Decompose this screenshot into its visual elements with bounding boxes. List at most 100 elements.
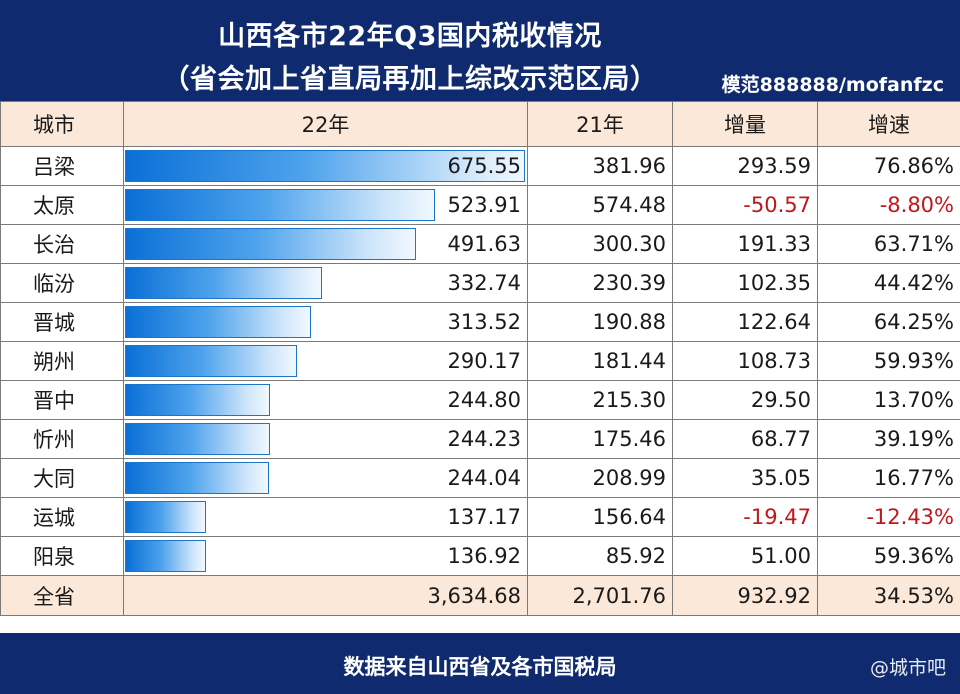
cell-delta: 191.33 bbox=[672, 224, 818, 264]
table-row: 太原 523.91 574.48 -50.57 -8.80% bbox=[0, 185, 960, 225]
table-row: 晋中 244.80 215.30 29.50 13.70% bbox=[0, 380, 960, 420]
column-header-city: 城市 bbox=[0, 101, 124, 147]
cell-21: 175.46 bbox=[527, 419, 673, 459]
cell-delta: 108.73 bbox=[672, 341, 818, 381]
cell-delta: 102.35 bbox=[672, 263, 818, 303]
table-row: 晋城 313.52 190.88 122.64 64.25% bbox=[0, 302, 960, 342]
cell-city: 晋城 bbox=[0, 302, 124, 342]
data-bar bbox=[125, 384, 270, 416]
table-row: 忻州 244.23 175.46 68.77 39.19% bbox=[0, 419, 960, 459]
data-bar bbox=[125, 345, 297, 377]
cell-22-bar: 313.52 bbox=[123, 302, 528, 342]
cell-22-bar: 244.23 bbox=[123, 419, 528, 459]
cell-22-value: 523.91 bbox=[447, 193, 521, 217]
cell-22-bar: 332.74 bbox=[123, 263, 528, 303]
table-row: 运城 137.17 156.64 -19.47 -12.43% bbox=[0, 497, 960, 537]
cell-growth: 59.36% bbox=[817, 536, 960, 576]
cell-city: 临汾 bbox=[0, 263, 124, 303]
cell-city: 长治 bbox=[0, 224, 124, 264]
column-header-growth: 增速 bbox=[817, 101, 960, 147]
footer: 数据来自山西省及各市国税局 @城市吧 bbox=[0, 633, 960, 694]
credit-text: 模范888888/mofanfzc bbox=[721, 74, 944, 96]
total-21: 2,701.76 bbox=[527, 575, 673, 616]
column-header-22: 22年 bbox=[123, 101, 528, 147]
cell-21: 300.30 bbox=[527, 224, 673, 264]
data-bar bbox=[125, 462, 269, 494]
cell-22-value: 244.23 bbox=[447, 427, 521, 451]
cell-delta: 122.64 bbox=[672, 302, 818, 342]
total-city: 全省 bbox=[0, 575, 124, 616]
cell-delta: 68.77 bbox=[672, 419, 818, 459]
tax-table: 城市 22年 21年 增量 增速 吕梁 675.55 381.96 293.59 76.… bbox=[0, 101, 960, 616]
cell-22-value: 244.80 bbox=[447, 388, 521, 412]
cell-22-bar: 290.17 bbox=[123, 341, 528, 381]
header: 山西各市22年Q3国内税收情况 （省会加上省直局再加上综改示范区局） 模范888… bbox=[0, 0, 960, 101]
cell-22-value: 675.55 bbox=[447, 154, 521, 178]
column-header-delta: 增量 bbox=[672, 101, 818, 147]
cell-delta: 293.59 bbox=[672, 146, 818, 186]
data-bar bbox=[125, 306, 311, 338]
cell-delta: 29.50 bbox=[672, 380, 818, 420]
cell-growth: 39.19% bbox=[817, 419, 960, 459]
cell-delta: -50.57 bbox=[672, 185, 818, 225]
cell-22-value: 491.63 bbox=[447, 232, 521, 256]
table-row: 长治 491.63 300.30 191.33 63.71% bbox=[0, 224, 960, 264]
cell-growth: 76.86% bbox=[817, 146, 960, 186]
cell-city: 朔州 bbox=[0, 341, 124, 381]
total-22: 3,634.68 bbox=[123, 575, 528, 616]
cell-city: 忻州 bbox=[0, 419, 124, 459]
source-note: 数据来自山西省及各市国税局 bbox=[343, 655, 617, 679]
table-row: 朔州 290.17 181.44 108.73 59.93% bbox=[0, 341, 960, 381]
table-row: 临汾 332.74 230.39 102.35 44.42% bbox=[0, 263, 960, 303]
cell-21: 85.92 bbox=[527, 536, 673, 576]
cell-22-bar: 136.92 bbox=[123, 536, 528, 576]
cell-growth: -12.43% bbox=[817, 497, 960, 537]
total-growth: 34.53% bbox=[817, 575, 960, 616]
cell-22-value: 137.17 bbox=[447, 505, 521, 529]
header-row: 城市 22年 21年 增量 增速 bbox=[0, 101, 960, 147]
tax-table-container: 城市 22年 21年 增量 增速 吕梁 675.55 381.96 293.59 76.… bbox=[0, 101, 960, 633]
data-bar bbox=[125, 501, 206, 533]
column-header-21: 21年 bbox=[527, 101, 673, 147]
cell-growth: 64.25% bbox=[817, 302, 960, 342]
cell-21: 230.39 bbox=[527, 263, 673, 303]
cell-22-bar: 675.55 bbox=[123, 146, 528, 186]
cell-city: 吕梁 bbox=[0, 146, 124, 186]
cell-22-value: 313.52 bbox=[447, 310, 521, 334]
data-bar bbox=[125, 540, 206, 572]
cell-city: 阳泉 bbox=[0, 536, 124, 576]
cell-22-bar: 244.80 bbox=[123, 380, 528, 420]
cell-22-bar: 491.63 bbox=[123, 224, 528, 264]
data-bar bbox=[125, 267, 322, 299]
title-line-2: （省会加上省直局再加上综改示范区局） bbox=[162, 64, 658, 95]
cell-growth: 13.70% bbox=[817, 380, 960, 420]
cell-growth: 44.42% bbox=[817, 263, 960, 303]
cell-22-bar: 137.17 bbox=[123, 497, 528, 537]
data-bar bbox=[125, 423, 270, 455]
cell-delta: -19.47 bbox=[672, 497, 818, 537]
table-row: 阳泉 136.92 85.92 51.00 59.36% bbox=[0, 536, 960, 576]
cell-growth: 63.71% bbox=[817, 224, 960, 264]
cell-22-value: 332.74 bbox=[447, 271, 521, 295]
cell-city: 太原 bbox=[0, 185, 124, 225]
cell-delta: 51.00 bbox=[672, 536, 818, 576]
cell-22-value: 136.92 bbox=[447, 544, 521, 568]
total-delta: 932.92 bbox=[672, 575, 818, 616]
cell-22-bar: 523.91 bbox=[123, 185, 528, 225]
cell-21: 181.44 bbox=[527, 341, 673, 381]
cell-22-value: 244.04 bbox=[447, 466, 521, 490]
data-bar bbox=[125, 189, 435, 221]
cell-21: 381.96 bbox=[527, 146, 673, 186]
cell-city: 大同 bbox=[0, 458, 124, 498]
cell-city: 晋中 bbox=[0, 380, 124, 420]
table-row: 大同 244.04 208.99 35.05 16.77% bbox=[0, 458, 960, 498]
cell-21: 156.64 bbox=[527, 497, 673, 537]
cell-21: 190.88 bbox=[527, 302, 673, 342]
cell-city: 运城 bbox=[0, 497, 124, 537]
title-line-1: 山西各市22年Q3国内税收情况 bbox=[218, 21, 602, 52]
cell-growth: 59.93% bbox=[817, 341, 960, 381]
cell-delta: 35.05 bbox=[672, 458, 818, 498]
cell-22-bar: 244.04 bbox=[123, 458, 528, 498]
table-row: 吕梁 675.55 381.96 293.59 76.86% bbox=[0, 146, 960, 186]
data-bar bbox=[125, 150, 525, 182]
